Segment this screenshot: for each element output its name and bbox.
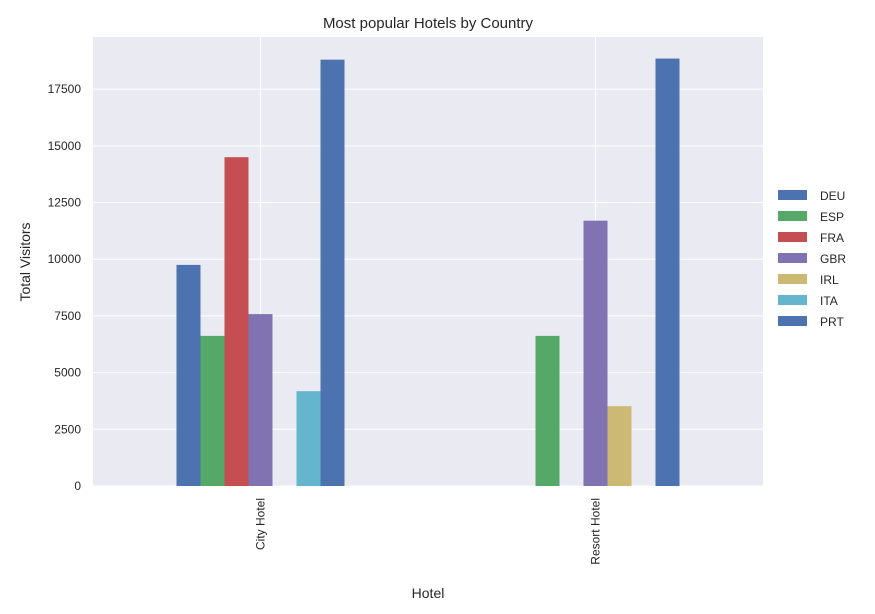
y-tick-label: 15000 — [48, 139, 82, 153]
legend-label: ESP — [820, 210, 844, 224]
legend-label: DEU — [820, 189, 845, 203]
bars — [176, 58, 680, 487]
bar-deu-0 — [176, 264, 201, 486]
y-tick-labels: 0 2500 5000 7500 10000 12500 15000 17500 — [48, 82, 82, 493]
y-tick-label: 0 — [74, 479, 81, 493]
legend: DEU ESP FRA GBR IRL ITA PRT — [778, 189, 846, 329]
legend-label: ITA — [820, 294, 838, 308]
x-tick-label: City Hotel — [254, 498, 268, 550]
bar-esp-1 — [535, 335, 560, 486]
chart-title: Most popular Hotels by Country — [323, 15, 534, 32]
legend-swatch-deu — [778, 190, 807, 200]
legend-label: PRT — [820, 315, 844, 329]
legend-swatch-fra — [778, 232, 807, 242]
bar-gbr-1 — [583, 220, 608, 486]
legend-label: GBR — [820, 252, 846, 266]
x-axis-label: Hotel — [412, 585, 445, 601]
x-tick-label: Resort Hotel — [589, 498, 603, 565]
y-tick-label: 7500 — [54, 309, 81, 323]
legend-label: IRL — [820, 273, 839, 287]
y-tick-label: 2500 — [54, 422, 81, 436]
bar-fra-0 — [224, 157, 249, 486]
legend-swatch-prt — [778, 316, 807, 326]
y-axis-label: Total Visitors — [17, 222, 33, 301]
bar-gbr-0 — [248, 314, 273, 486]
bar-esp-0 — [200, 335, 225, 486]
legend-label: FRA — [820, 231, 844, 245]
y-tick-label: 10000 — [48, 252, 82, 266]
legend-swatch-irl — [778, 274, 807, 284]
legend-swatch-gbr — [778, 253, 807, 263]
y-tick-label: 5000 — [54, 366, 81, 380]
legend-swatch-ita — [778, 295, 807, 305]
x-tick-labels: City Hotel Resort Hotel — [254, 498, 603, 565]
y-tick-label: 12500 — [48, 196, 82, 210]
bar-ita-0 — [296, 391, 321, 486]
bar-prt-1 — [655, 58, 680, 486]
bar-irl-1 — [607, 406, 632, 486]
y-tick-label: 17500 — [48, 82, 82, 96]
bar-prt-0 — [320, 59, 345, 487]
legend-swatch-esp — [778, 211, 807, 221]
